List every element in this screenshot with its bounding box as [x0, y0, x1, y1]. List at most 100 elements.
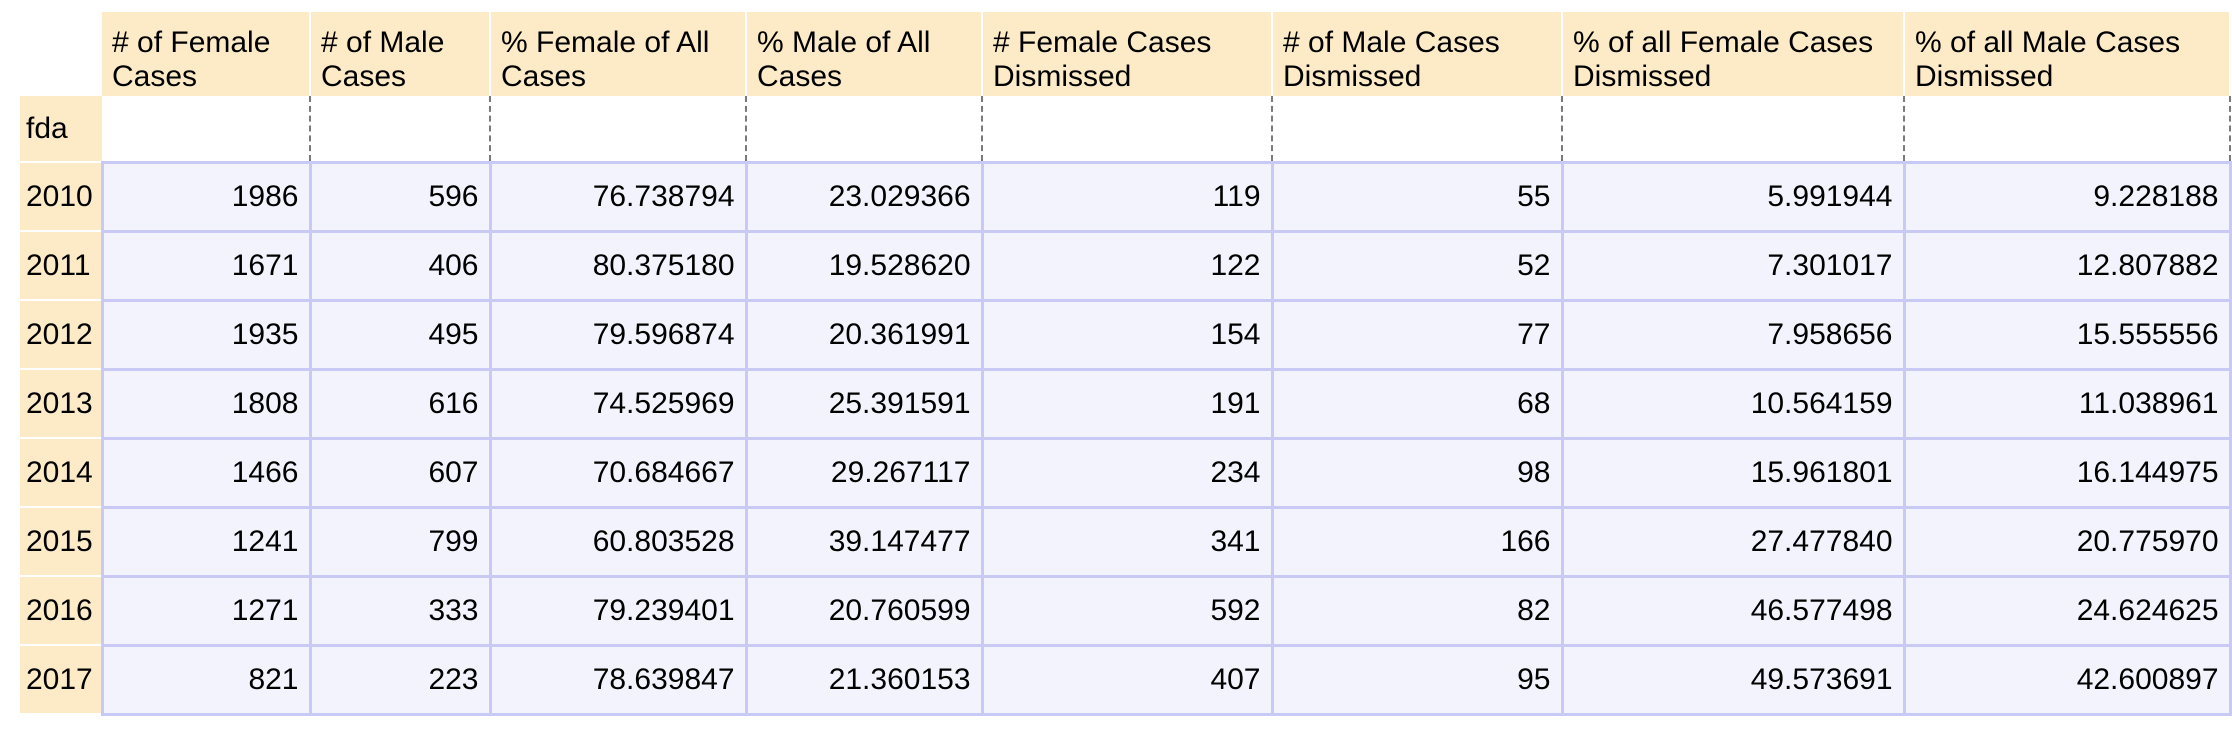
table-cell[interactable]: 1271	[100, 574, 312, 647]
table-cell[interactable]: 20.361991	[744, 298, 984, 371]
row-header[interactable]: 2010	[20, 162, 102, 232]
table-cell[interactable]: 9.228188	[1902, 160, 2232, 233]
table-cell[interactable]: 20.775970	[1902, 505, 2232, 578]
table-cell[interactable]: 60.803528	[488, 505, 748, 578]
column-header[interactable]: % of all Male Cases Dismissed	[1904, 12, 2231, 96]
table-cell[interactable]: 607	[308, 436, 492, 509]
column-header[interactable]: % of all Female Cases Dismissed	[1562, 12, 1905, 96]
table-row: 2016 1271 333 79.239401 20.760599 592 82…	[20, 574, 2232, 647]
table-cell[interactable]: 98	[1270, 436, 1564, 509]
table-cell[interactable]: 166	[1270, 505, 1564, 578]
table-row: 2013 1808 616 74.525969 25.391591 191 68…	[20, 367, 2232, 440]
table-cell[interactable]: 52	[1270, 229, 1564, 302]
table-cell[interactable]: 78.639847	[488, 643, 748, 716]
table-cell[interactable]: 79.239401	[488, 574, 748, 647]
row-header[interactable]: 2016	[20, 576, 102, 646]
column-header[interactable]: # of Male Cases	[310, 12, 491, 96]
table-cell[interactable]: 79.596874	[488, 298, 748, 371]
table-cell[interactable]: 341	[980, 505, 1274, 578]
table-cell[interactable]: 77	[1270, 298, 1564, 371]
table-cell[interactable]: 11.038961	[1902, 367, 2232, 440]
index-spacer-cell	[1272, 96, 1563, 162]
table-cell[interactable]: 19.528620	[744, 229, 984, 302]
table-cell[interactable]: 1808	[100, 367, 312, 440]
table-cell[interactable]: 27.477840	[1560, 505, 1906, 578]
table-cell[interactable]: 39.147477	[744, 505, 984, 578]
row-header[interactable]: 2012	[20, 300, 102, 370]
table-cell[interactable]: 29.267117	[744, 436, 984, 509]
index-name-row: fda	[20, 96, 2231, 163]
table-cell[interactable]: 70.684667	[488, 436, 748, 509]
table-cell[interactable]: 5.991944	[1560, 160, 1906, 233]
index-spacer-cell	[746, 96, 983, 162]
table-cell[interactable]: 223	[308, 643, 492, 716]
table-cell[interactable]: 1241	[100, 505, 312, 578]
table-cell[interactable]: 21.360153	[744, 643, 984, 716]
table-cell[interactable]: 49.573691	[1560, 643, 1906, 716]
table-cell[interactable]: 95	[1270, 643, 1564, 716]
table-cell[interactable]: 15.961801	[1560, 436, 1906, 509]
table-cell[interactable]: 76.738794	[488, 160, 748, 233]
column-header[interactable]: % Female of All Cases	[490, 12, 747, 96]
dataframe-table-container: # of Female Cases # of Male Cases % Fema…	[20, 12, 2232, 716]
table-cell[interactable]: 119	[980, 160, 1274, 233]
table-cell[interactable]: 20.760599	[744, 574, 984, 647]
table-cell[interactable]: 122	[980, 229, 1274, 302]
index-spacer-cell	[1562, 96, 1905, 162]
row-header[interactable]: 2017	[20, 645, 102, 715]
index-spacer-cell	[310, 96, 491, 162]
index-name-label: fda	[20, 96, 102, 163]
table-cell[interactable]: 7.301017	[1560, 229, 1906, 302]
row-header[interactable]: 2015	[20, 507, 102, 577]
column-header[interactable]: # of Male Cases Dismissed	[1272, 12, 1563, 96]
table-cell[interactable]: 1986	[100, 160, 312, 233]
table-cell[interactable]: 82	[1270, 574, 1564, 647]
table-cell[interactable]: 616	[308, 367, 492, 440]
table-cell[interactable]: 406	[308, 229, 492, 302]
table-cell[interactable]: 7.958656	[1560, 298, 1906, 371]
table-cell[interactable]: 80.375180	[488, 229, 748, 302]
table-cell[interactable]: 407	[980, 643, 1274, 716]
row-header[interactable]: 2014	[20, 438, 102, 508]
column-header[interactable]: # of Female Cases	[102, 12, 311, 96]
table-cell[interactable]: 1935	[100, 298, 312, 371]
table-row: 2011 1671 406 80.375180 19.528620 122 52…	[20, 229, 2232, 302]
table-cell[interactable]: 1671	[100, 229, 312, 302]
table-cell[interactable]: 154	[980, 298, 1274, 371]
table-row: 2012 1935 495 79.596874 20.361991 154 77…	[20, 298, 2232, 371]
table-cell[interactable]: 24.624625	[1902, 574, 2232, 647]
table-cell[interactable]: 16.144975	[1902, 436, 2232, 509]
table-cell[interactable]: 596	[308, 160, 492, 233]
table-row: 2014 1466 607 70.684667 29.267117 234 98…	[20, 436, 2232, 509]
row-header[interactable]: 2011	[20, 231, 102, 301]
table-cell[interactable]: 23.029366	[744, 160, 984, 233]
table-cell[interactable]: 55	[1270, 160, 1564, 233]
table-cell[interactable]: 10.564159	[1560, 367, 1906, 440]
table-cell[interactable]: 1466	[100, 436, 312, 509]
column-header[interactable]: % Male of All Cases	[746, 12, 983, 96]
table-cell[interactable]: 15.555556	[1902, 298, 2232, 371]
table-cell[interactable]: 68	[1270, 367, 1564, 440]
index-spacer-cell	[982, 96, 1273, 162]
table-cell[interactable]: 42.600897	[1902, 643, 2232, 716]
table-row: 2015 1241 799 60.803528 39.147477 341 16…	[20, 505, 2232, 578]
table-cell[interactable]: 799	[308, 505, 492, 578]
table-cell[interactable]: 592	[980, 574, 1274, 647]
table-cell[interactable]: 495	[308, 298, 492, 371]
table-row: 2010 1986 596 76.738794 23.029366 119 55…	[20, 160, 2232, 233]
index-spacer-cell	[490, 96, 747, 162]
table-row: 2017 821 223 78.639847 21.360153 407 95 …	[20, 643, 2232, 716]
table-cell[interactable]: 25.391591	[744, 367, 984, 440]
table-cell[interactable]: 821	[100, 643, 312, 716]
index-spacer-cell	[1904, 96, 2231, 162]
corner-cell	[20, 12, 102, 96]
table-cell[interactable]: 74.525969	[488, 367, 748, 440]
table-cell[interactable]: 191	[980, 367, 1274, 440]
table-cell[interactable]: 234	[980, 436, 1274, 509]
row-header[interactable]: 2013	[20, 369, 102, 439]
table-cell[interactable]: 333	[308, 574, 492, 647]
header-row: # of Female Cases # of Male Cases % Fema…	[20, 12, 2231, 96]
table-cell[interactable]: 12.807882	[1902, 229, 2232, 302]
table-cell[interactable]: 46.577498	[1560, 574, 1906, 647]
column-header[interactable]: # Female Cases Dismissed	[982, 12, 1273, 96]
